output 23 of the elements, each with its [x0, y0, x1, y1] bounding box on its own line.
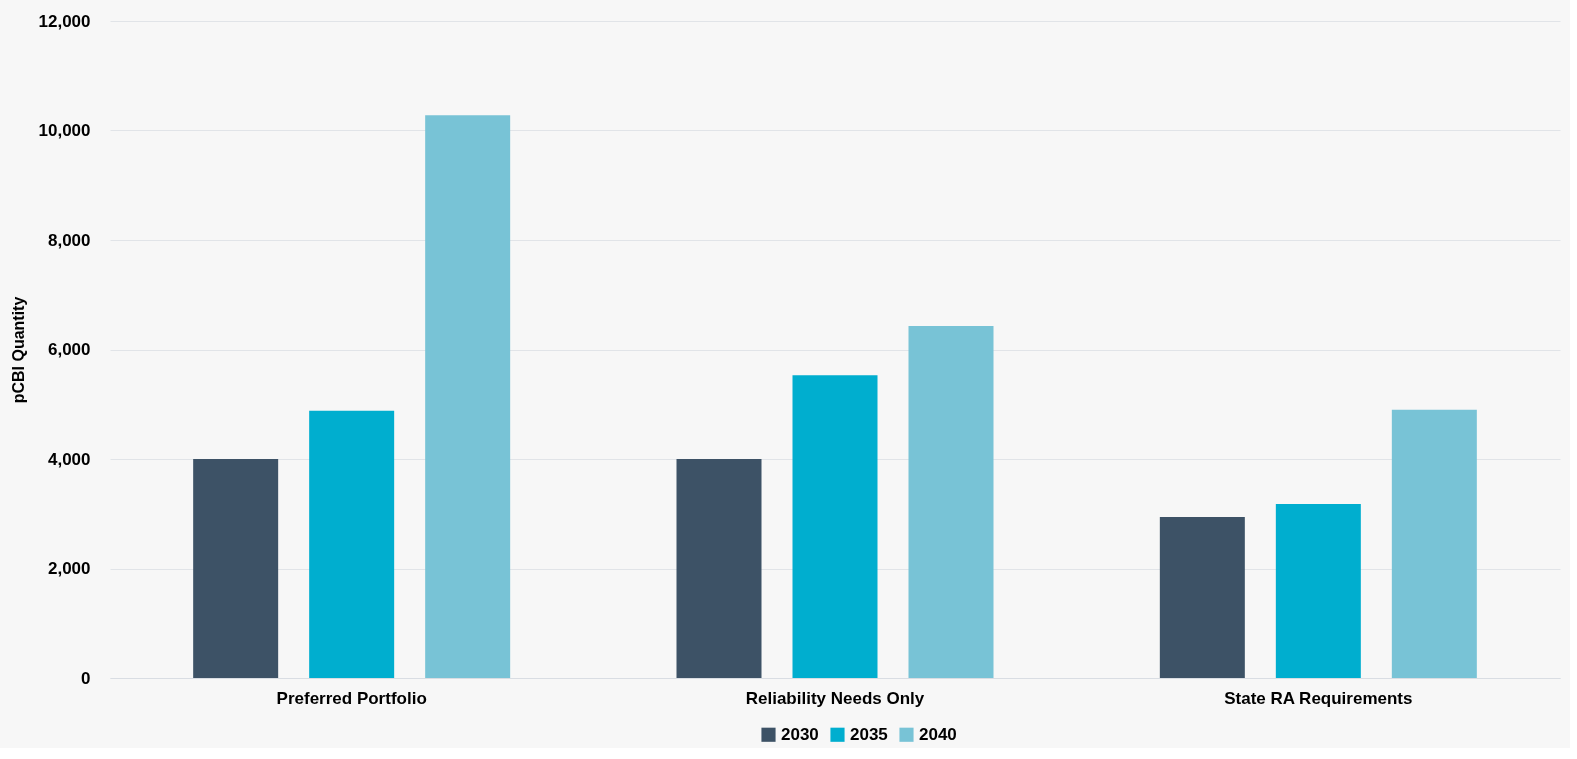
legend-label: 2040	[919, 724, 957, 744]
bar	[1275, 503, 1361, 678]
bar	[193, 459, 279, 678]
x-tick-label: State RA Requirements	[1224, 688, 1413, 708]
legend-label: 2035	[850, 724, 888, 744]
bar	[425, 115, 511, 678]
x-tick-label: Preferred Portfolio	[276, 688, 427, 708]
bar	[1159, 517, 1245, 678]
y-tick-label: 8,000	[47, 230, 91, 250]
bar	[908, 325, 994, 678]
y-axis-title: pCBI Quantity	[9, 296, 27, 404]
bar	[792, 375, 878, 678]
y-tick-label: 2,000	[47, 559, 91, 578]
bar	[676, 459, 762, 678]
y-tick-label: 10,000	[38, 121, 91, 140]
bar	[1391, 409, 1477, 678]
y-tick-label: 12,000	[38, 11, 91, 31]
y-tick-label: 0	[81, 668, 91, 688]
legend-label: 2030	[781, 724, 819, 744]
bar	[309, 410, 395, 678]
y-tick-label: 4,000	[47, 449, 91, 469]
y-tick-label: 6,000	[47, 340, 91, 359]
x-tick-label: Reliability Needs Only	[745, 688, 925, 708]
